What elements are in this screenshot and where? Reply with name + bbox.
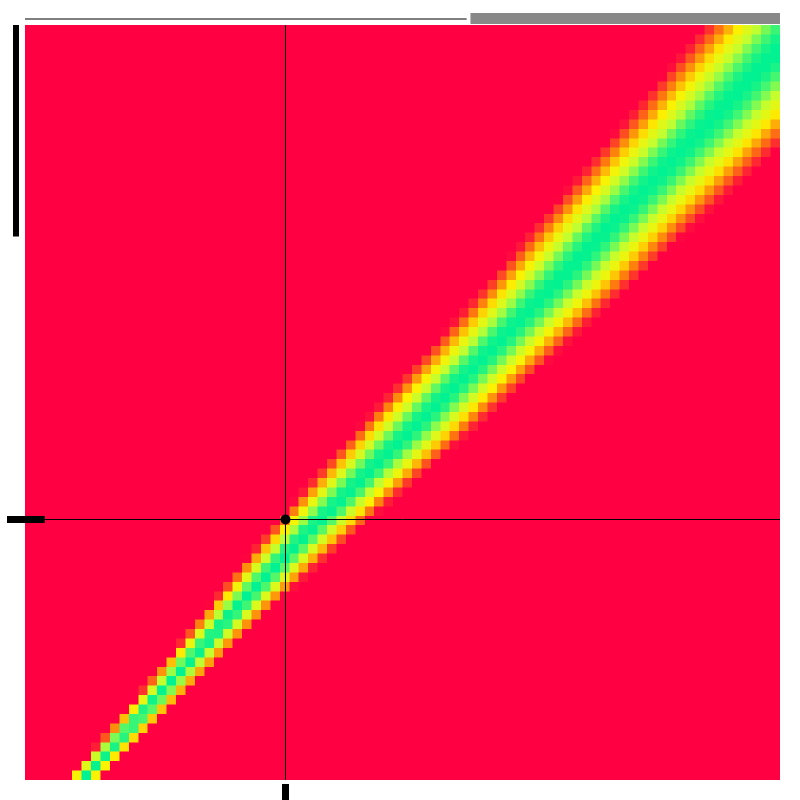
axes-overlay	[0, 0, 800, 800]
heatmap-chart	[0, 0, 800, 800]
